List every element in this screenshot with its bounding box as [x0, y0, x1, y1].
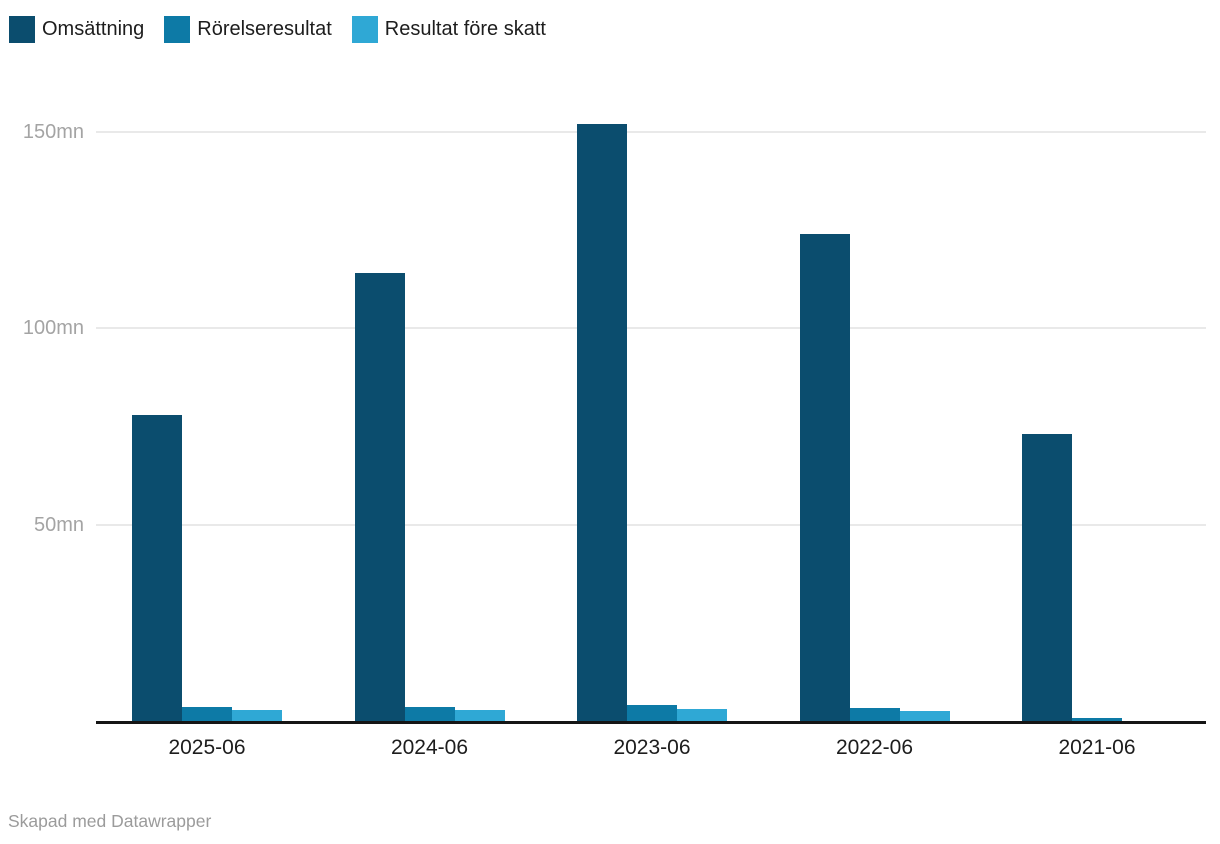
bar-r-relseresultat-2025-06 [182, 707, 232, 721]
y-axis-tick-label: 150mn [22, 120, 84, 143]
legend-label: Resultat före skatt [384, 18, 546, 40]
legend-label: Omsättning [42, 18, 145, 40]
bar-r-relseresultat-2022-06 [849, 708, 900, 721]
bar-resultat-f-re-skatt-2022-06 [899, 711, 950, 721]
legend-item-r-relseresultat: Rörelseresultat [164, 16, 332, 43]
bar-resultat-f-re-skatt-2025-06 [232, 710, 282, 721]
legend-item-resultat-f-re-skatt: Resultat före skatt [351, 16, 546, 43]
chart-legend: Omsättning Rörelseresultat Resultat före s… [9, 16, 546, 43]
legend-swatch-icon [164, 16, 191, 43]
legend-swatch-icon [351, 16, 378, 43]
legend-label: Rörelseresultat [197, 18, 332, 40]
bar-resultat-f-re-skatt-2024-06 [454, 710, 505, 721]
bar-resultat-f-re-skatt-2023-06 [677, 709, 727, 721]
legend-swatch-icon [9, 16, 35, 43]
bar-oms-ttning-2025-06 [132, 415, 182, 721]
x-axis-tick-label: 2024-06 [390, 736, 469, 759]
bar-oms-ttning-2021-06 [1022, 434, 1072, 721]
y-axis-tick-label: 50mn [33, 513, 84, 536]
bar-oms-ttning-2022-06 [799, 234, 850, 721]
bar-r-relseresultat-2021-06 [1072, 718, 1122, 721]
x-axis-line [96, 721, 1206, 724]
gridline-50mn [96, 523, 1206, 526]
gridline-150mn [96, 130, 1206, 133]
bar-r-relseresultat-2023-06 [627, 705, 677, 721]
x-axis-tick-label: 2025-06 [168, 736, 246, 759]
attribution-text: Skapad med Datawrapper [8, 811, 212, 831]
x-axis-tick-label: 2021-06 [1058, 736, 1136, 759]
x-axis-tick-label: 2022-06 [835, 736, 914, 759]
bar-r-relseresultat-2024-06 [404, 707, 455, 721]
bar-oms-ttning-2024-06 [354, 273, 405, 721]
y-axis-tick-label: 100mn [22, 317, 84, 340]
gridline-100mn [96, 327, 1206, 330]
x-axis-tick-label: 2023-06 [613, 736, 691, 759]
legend-item-oms-ttning: Omsättning [9, 16, 144, 43]
bar-oms-ttning-2023-06 [577, 124, 627, 721]
